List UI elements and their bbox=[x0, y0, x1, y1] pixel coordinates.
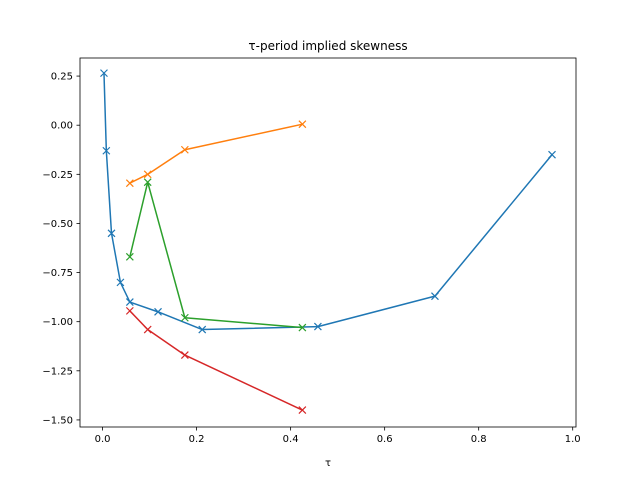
series-1-point bbox=[154, 307, 162, 316]
x-tick-label: 0.4 bbox=[283, 434, 299, 445]
series-1-point bbox=[548, 150, 556, 159]
y-tick-label: −0.75 bbox=[42, 268, 73, 279]
plot-area: 0.0 0.2 0.4 0.6 0.8 1.0 0.25 0.00 −0.25 −0.50 −0.7… bbox=[42, 57, 581, 445]
series-3-point bbox=[298, 323, 307, 332]
x-tick-label: 0.8 bbox=[471, 434, 487, 445]
series-1-point bbox=[100, 69, 108, 78]
x-axis-label: τ bbox=[325, 458, 331, 469]
series-4-point bbox=[298, 406, 307, 415]
series-1-point bbox=[116, 278, 125, 287]
y-tick-label: −1.00 bbox=[42, 317, 73, 328]
series-4-point bbox=[143, 325, 152, 334]
series-2-point bbox=[298, 120, 307, 129]
chart-title: τ-period implied skewness bbox=[248, 39, 407, 53]
series-1-point bbox=[107, 229, 116, 238]
axes-frame bbox=[79, 57, 577, 428]
y-tick-label: 0.25 bbox=[51, 72, 73, 83]
y-tick-label: −0.50 bbox=[42, 219, 73, 230]
series-1-line bbox=[103, 72, 554, 331]
series-1-point bbox=[431, 292, 439, 301]
series-3-line bbox=[128, 181, 304, 329]
x-tick-label: 1.0 bbox=[565, 434, 581, 445]
x-tick-label: 0.2 bbox=[189, 434, 205, 445]
series-4-point bbox=[180, 351, 189, 360]
y-tick-label: −0.25 bbox=[42, 170, 73, 181]
y-tick-label: 0.00 bbox=[51, 121, 73, 132]
series-2-point bbox=[125, 179, 134, 188]
series-4-point bbox=[125, 306, 134, 315]
series-3-point bbox=[125, 252, 134, 261]
x-tick-label: 0.0 bbox=[95, 434, 111, 445]
series-2-line bbox=[128, 123, 304, 185]
series-1-point bbox=[198, 325, 207, 334]
y-tick-label: −1.50 bbox=[42, 415, 73, 426]
series-1-point bbox=[102, 146, 111, 155]
series-3-point bbox=[143, 178, 152, 187]
x-tick-label: 0.6 bbox=[377, 434, 393, 445]
series-3-point bbox=[180, 313, 189, 322]
series-2-point bbox=[143, 170, 152, 179]
series-1-point bbox=[313, 322, 322, 331]
series-4-line bbox=[128, 309, 304, 412]
series-1-point bbox=[125, 298, 134, 306]
y-tick-label: −1.25 bbox=[42, 366, 73, 377]
series-2-point bbox=[180, 145, 189, 154]
